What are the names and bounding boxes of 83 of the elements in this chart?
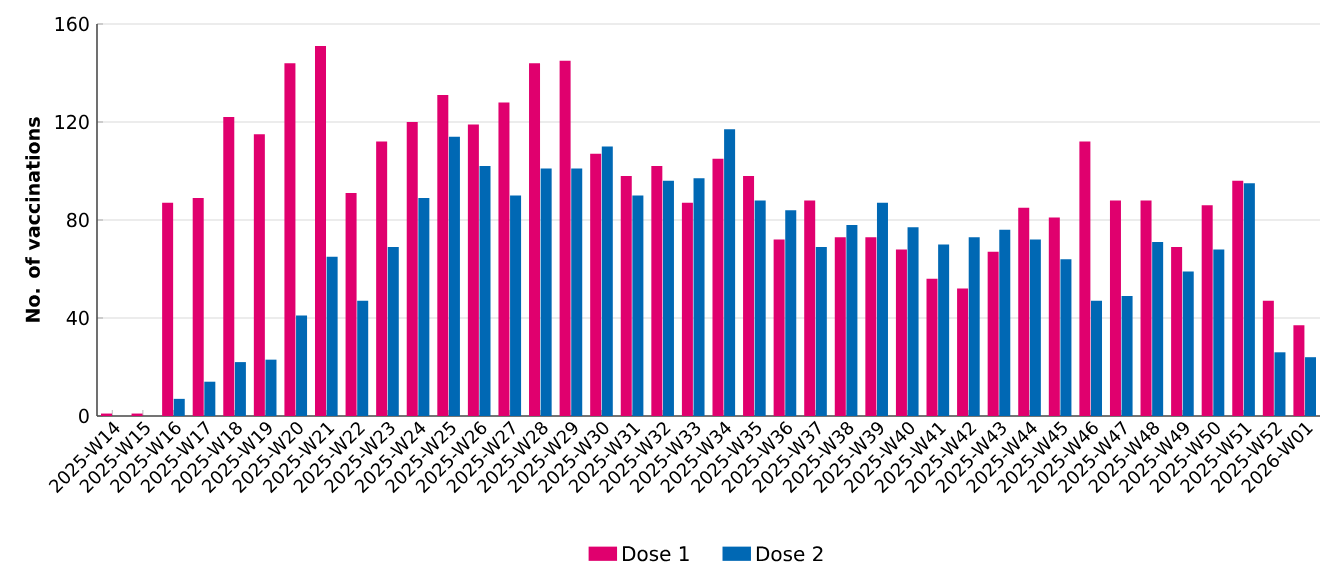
bar [357, 300, 369, 417]
bar [1262, 300, 1274, 417]
bar [467, 124, 479, 417]
bar [804, 200, 816, 417]
bar [662, 180, 674, 417]
bar [693, 178, 705, 417]
bar [1121, 295, 1133, 417]
bar [173, 398, 185, 417]
bar [345, 193, 357, 417]
legend-label: Dose 1 [623, 546, 689, 562]
bar [234, 362, 246, 417]
bar [540, 168, 552, 417]
bar [376, 141, 388, 417]
bar [1293, 325, 1305, 417]
bar [590, 153, 602, 417]
bar [284, 63, 296, 417]
bar [876, 202, 888, 417]
bar [571, 168, 583, 417]
bar [681, 202, 693, 417]
bar [754, 200, 766, 417]
bar [1029, 239, 1041, 417]
bar [632, 195, 644, 417]
y-axis-title: No. of vaccinations [25, 117, 40, 322]
bar [712, 158, 724, 417]
bar [1091, 300, 1103, 417]
bar [1109, 200, 1121, 417]
bar [1079, 141, 1091, 417]
bar [926, 278, 938, 417]
bar [510, 195, 522, 417]
bar [1243, 183, 1255, 417]
bar [1152, 242, 1164, 417]
bar [846, 224, 858, 417]
bar [265, 359, 277, 417]
bar [724, 129, 736, 417]
bar [1305, 357, 1317, 417]
bar [1182, 271, 1194, 417]
bar [907, 227, 919, 417]
bar [938, 244, 950, 417]
bar [1213, 249, 1225, 417]
bar [387, 246, 399, 417]
bar [296, 315, 308, 417]
bar [957, 288, 969, 417]
legend-label: Dose 2 [756, 546, 823, 562]
bar [406, 122, 418, 417]
bar [968, 237, 980, 417]
bar [773, 239, 785, 417]
bar [1232, 180, 1244, 417]
bar [1018, 207, 1030, 417]
bar [253, 134, 265, 417]
bar [204, 381, 216, 417]
bar [529, 63, 541, 417]
bar [987, 251, 999, 417]
bar [479, 166, 491, 417]
bar [999, 229, 1011, 417]
bar [1060, 259, 1072, 417]
bar [834, 237, 846, 417]
bar [743, 175, 755, 417]
bar [559, 60, 571, 417]
bar [785, 210, 797, 417]
bar [223, 117, 235, 417]
bar [620, 175, 632, 417]
bar [437, 95, 449, 417]
bar [601, 146, 613, 417]
bar [1171, 246, 1183, 417]
bar [895, 249, 907, 417]
bar [1274, 352, 1286, 417]
bar [865, 237, 877, 417]
bar [326, 256, 338, 417]
y-tick-label: 80 [67, 212, 89, 228]
bar [1140, 200, 1152, 417]
y-tick-label: 120 [55, 114, 89, 130]
bar [1201, 205, 1213, 417]
bar [498, 102, 510, 417]
bar [315, 46, 327, 417]
bar [651, 166, 663, 417]
bar [815, 246, 827, 417]
bar [418, 197, 430, 417]
bar [448, 136, 460, 417]
y-tick-label: 160 [55, 16, 89, 32]
bar [192, 197, 204, 417]
bar [1048, 217, 1060, 417]
bar [162, 202, 174, 417]
y-tick-label: 40 [66, 310, 89, 326]
